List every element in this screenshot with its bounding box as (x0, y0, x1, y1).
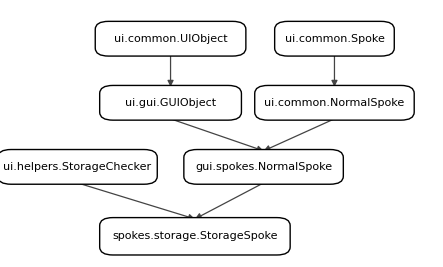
FancyBboxPatch shape (100, 85, 241, 120)
FancyBboxPatch shape (255, 85, 414, 120)
Text: gui.spokes.NormalSpoke: gui.spokes.NormalSpoke (195, 162, 332, 172)
Text: ui.helpers.StorageChecker: ui.helpers.StorageChecker (4, 162, 152, 172)
Text: spokes.storage.StorageSpoke: spokes.storage.StorageSpoke (112, 231, 278, 241)
Text: ui.common.UIObject: ui.common.UIObject (114, 34, 227, 44)
Text: ui.common.NormalSpoke: ui.common.NormalSpoke (264, 98, 404, 108)
Text: ui.common.Spoke: ui.common.Spoke (284, 34, 385, 44)
FancyBboxPatch shape (275, 21, 394, 56)
FancyBboxPatch shape (95, 21, 246, 56)
Text: ui.gui.GUIObject: ui.gui.GUIObject (125, 98, 216, 108)
FancyBboxPatch shape (184, 150, 343, 184)
FancyBboxPatch shape (100, 218, 290, 255)
FancyBboxPatch shape (0, 150, 157, 184)
